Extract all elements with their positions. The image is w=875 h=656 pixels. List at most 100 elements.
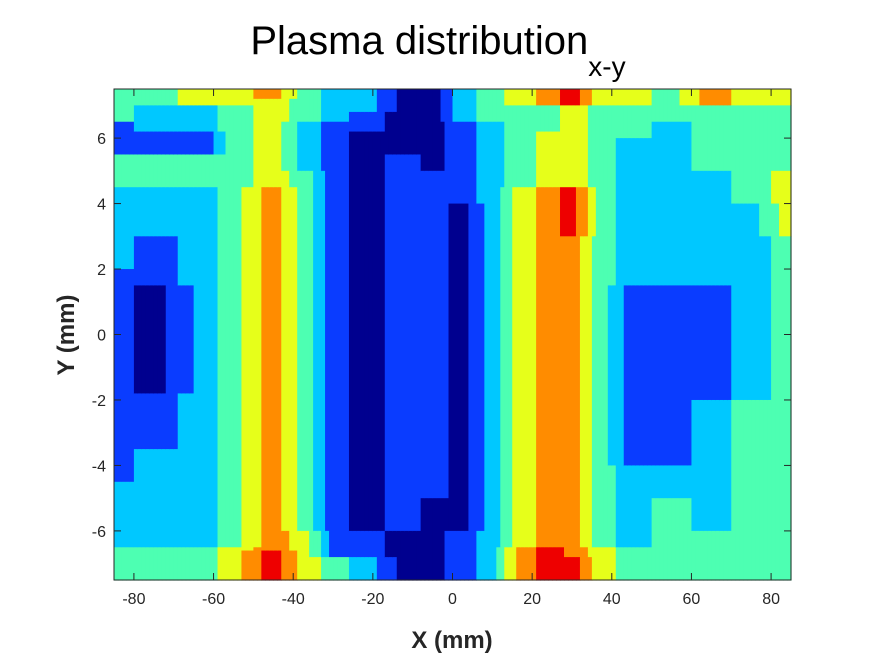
- contour-cell: [189, 89, 195, 106]
- contour-cell: [655, 285, 661, 467]
- contour-cell: [145, 449, 151, 548]
- contour-cell: [759, 399, 764, 581]
- contour-cell: [141, 131, 147, 156]
- contour-cell: [356, 89, 362, 113]
- contour-cell: [281, 121, 286, 172]
- contour-cell: [647, 285, 653, 467]
- contour-cell: [607, 89, 613, 106]
- contour-cell: [157, 285, 163, 395]
- contour-cell: [627, 547, 633, 581]
- contour-cell: [153, 393, 159, 450]
- contour-cell: [496, 121, 501, 548]
- contour-cell: [508, 547, 513, 581]
- contour-cell: [141, 236, 147, 286]
- contour-cell: [683, 89, 689, 106]
- contour-cell: [388, 89, 394, 113]
- contour-cell: [460, 89, 466, 123]
- contour-cell: [233, 89, 239, 106]
- contour-cell: [747, 399, 752, 581]
- contour-cell: [595, 547, 601, 581]
- contour-cell: [564, 557, 569, 581]
- contour-cell: [372, 131, 378, 532]
- contour-cell: [161, 285, 167, 395]
- y-tick-label: 0: [97, 328, 106, 345]
- contour-cell: [619, 105, 625, 139]
- contour-cell: [448, 89, 454, 205]
- contour-cell: [564, 236, 569, 558]
- contour-cell: [675, 498, 681, 581]
- contour-cell: [611, 285, 617, 467]
- contour-cell: [269, 98, 274, 188]
- contour-cell: [631, 465, 637, 548]
- contour-cell: [293, 187, 298, 552]
- contour-cell: [703, 105, 708, 172]
- contour-cell: [149, 285, 155, 395]
- contour-cell: [615, 138, 621, 548]
- contour-cell: [253, 98, 258, 548]
- contour-cell: [384, 557, 390, 581]
- contour-cell: [599, 547, 605, 581]
- contour-cell: [719, 105, 724, 172]
- contour-cell: [571, 557, 577, 581]
- contour-cell: [747, 203, 752, 401]
- contour-cell: [185, 187, 191, 286]
- contour-cell: [456, 89, 462, 123]
- contour-cell: [209, 187, 215, 548]
- contour-cell: [520, 547, 525, 581]
- contour-cell: [305, 121, 310, 172]
- contour-cell: [687, 121, 693, 286]
- contour-cell: [603, 547, 609, 581]
- contour-cell: [567, 236, 573, 558]
- contour-cell: [237, 547, 243, 581]
- contour-cell: [703, 530, 708, 581]
- contour-cell: [352, 131, 358, 532]
- contour-cell: [444, 498, 450, 532]
- contour-cell: [309, 170, 314, 558]
- contour-cell: [412, 89, 418, 156]
- contour-cell: [579, 187, 585, 237]
- contour-cell: [217, 547, 223, 581]
- contour-cell: [165, 89, 171, 106]
- contour-cell: [579, 105, 585, 188]
- contour-cell: [691, 399, 697, 532]
- contour-cell: [165, 187, 171, 237]
- contour-cell: [647, 89, 653, 106]
- contour-cell: [560, 89, 565, 106]
- contour-cell: [695, 105, 700, 172]
- contour-cell: [189, 285, 195, 395]
- contour-cell: [524, 105, 529, 188]
- contour-cell: [384, 89, 390, 113]
- contour-cell: [197, 187, 203, 548]
- contour-cell: [321, 121, 326, 172]
- contour-cell: [707, 89, 712, 106]
- contour-cell: [145, 547, 151, 581]
- contour-cell: [201, 187, 207, 548]
- contour-cell: [579, 89, 585, 106]
- x-tick-label: 60: [683, 591, 701, 608]
- contour-cell: [293, 89, 298, 100]
- contour-cell: [464, 203, 470, 532]
- contour-cell: [169, 154, 175, 188]
- contour-cell: [464, 121, 470, 205]
- contour-cell: [121, 187, 127, 270]
- contour-cell: [771, 105, 776, 172]
- contour-cell: [165, 105, 171, 133]
- contour-cell: [456, 530, 462, 581]
- contour-cell: [528, 187, 533, 548]
- contour-cell: [329, 89, 334, 123]
- contour-cell: [209, 105, 215, 133]
- contour-cell: [305, 170, 310, 532]
- contour-cell: [663, 285, 669, 467]
- contour-cell: [635, 105, 641, 139]
- contour-cell: [767, 399, 772, 581]
- contour-cell: [141, 547, 147, 581]
- contour-cell: [659, 465, 665, 499]
- chart-title-main: Plasma distribution: [250, 19, 588, 63]
- contour-cell: [591, 236, 597, 548]
- contour-cell: [205, 89, 211, 106]
- contour-cell: [177, 393, 183, 548]
- contour-cell: [679, 105, 685, 123]
- contour-cell: [420, 498, 426, 581]
- contour-cell: [675, 89, 681, 123]
